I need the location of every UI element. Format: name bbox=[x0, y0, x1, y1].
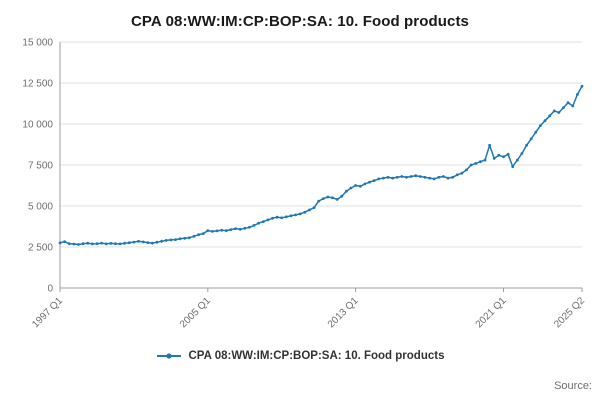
line-chart: 0 2 500 5 000 7 500 10 000 12 500 15 000 1997 Q… bbox=[22, 38, 587, 331]
svg-text:5 000: 5 000 bbox=[28, 202, 53, 213]
svg-text:15 000: 15 000 bbox=[22, 38, 53, 49]
svg-text:12 500: 12 500 bbox=[22, 79, 53, 90]
legend: CPA 08:WW:IM:CP:BOP:SA: 10. Food product… bbox=[0, 350, 600, 362]
legend-label: CPA 08:WW:IM:CP:BOP:SA: 10. Food product… bbox=[188, 350, 445, 362]
y-axis-labels: 0 2 500 5 000 7 500 10 000 12 500 15 000 bbox=[22, 38, 53, 295]
legend-line-icon bbox=[156, 353, 181, 359]
svg-text:2 500: 2 500 bbox=[28, 243, 53, 254]
svg-text:2005 Q1: 2005 Q1 bbox=[178, 295, 213, 330]
series-food-products bbox=[58, 84, 584, 246]
svg-text:1997 Q1: 1997 Q1 bbox=[30, 295, 65, 330]
svg-text:2025 Q2: 2025 Q2 bbox=[552, 295, 587, 330]
x-axis-labels: 1997 Q1 2005 Q1 2013 Q1 2021 Q1 2025 Q2 bbox=[30, 288, 587, 330]
svg-text:2021 Q1: 2021 Q1 bbox=[474, 295, 509, 330]
svg-text:10 000: 10 000 bbox=[22, 120, 53, 131]
svg-text:0: 0 bbox=[47, 284, 53, 295]
source-label: Source: bbox=[554, 380, 592, 392]
svg-text:7 500: 7 500 bbox=[28, 161, 53, 172]
svg-text:2013 Q1: 2013 Q1 bbox=[326, 295, 361, 330]
gridlines bbox=[60, 41, 582, 289]
chart-title: CPA 08:WW:IM:CP:BOP:SA: 10. Food product… bbox=[131, 13, 469, 30]
